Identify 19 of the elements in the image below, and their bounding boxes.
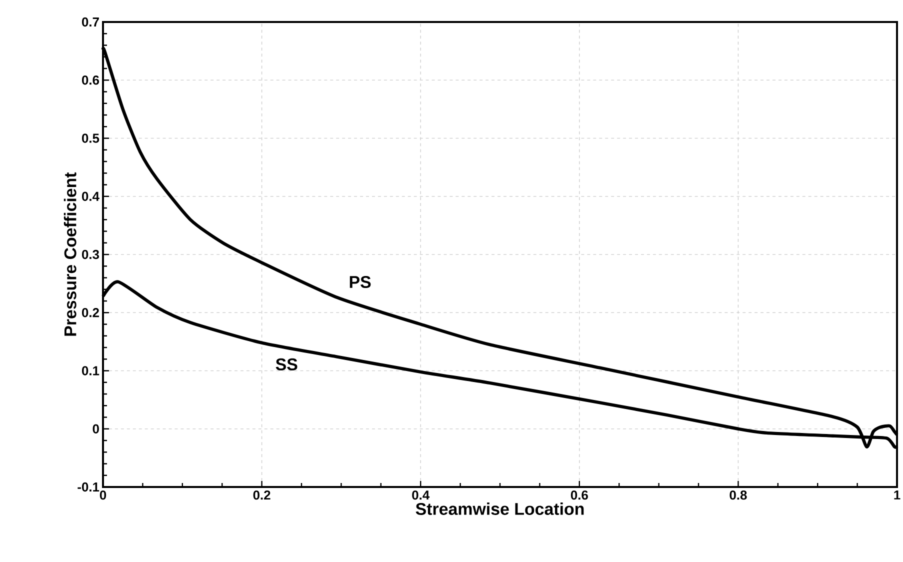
x-tick-label: 0.2	[253, 490, 270, 500]
y-tick-label: 0.6	[82, 76, 100, 85]
y-tick-label: 0.5	[82, 134, 100, 143]
x-tick-label: 0.8	[730, 490, 747, 500]
y-axis-title: Pressure Coefficient	[64, 172, 76, 336]
x-tick-label: 0.4	[412, 490, 430, 500]
y-tick-label: 0.3	[82, 250, 100, 260]
y-tick-label: 0	[92, 424, 99, 434]
series-label: PS	[350, 276, 371, 288]
y-tick-label: 0.7	[82, 17, 99, 27]
x-axis-title: Streamwise Location	[416, 502, 584, 515]
x-tick-label: 0	[100, 490, 106, 500]
series-label: SS	[276, 358, 298, 370]
x-tick-label: 1	[894, 490, 900, 500]
y-tick-label: 0.1	[82, 366, 100, 376]
y-tick-label: 0.4	[82, 192, 100, 201]
x-tick-label: 0.6	[570, 490, 588, 500]
y-tick-label: -0.1	[78, 482, 100, 492]
y-tick-label: 0.2	[82, 308, 99, 318]
